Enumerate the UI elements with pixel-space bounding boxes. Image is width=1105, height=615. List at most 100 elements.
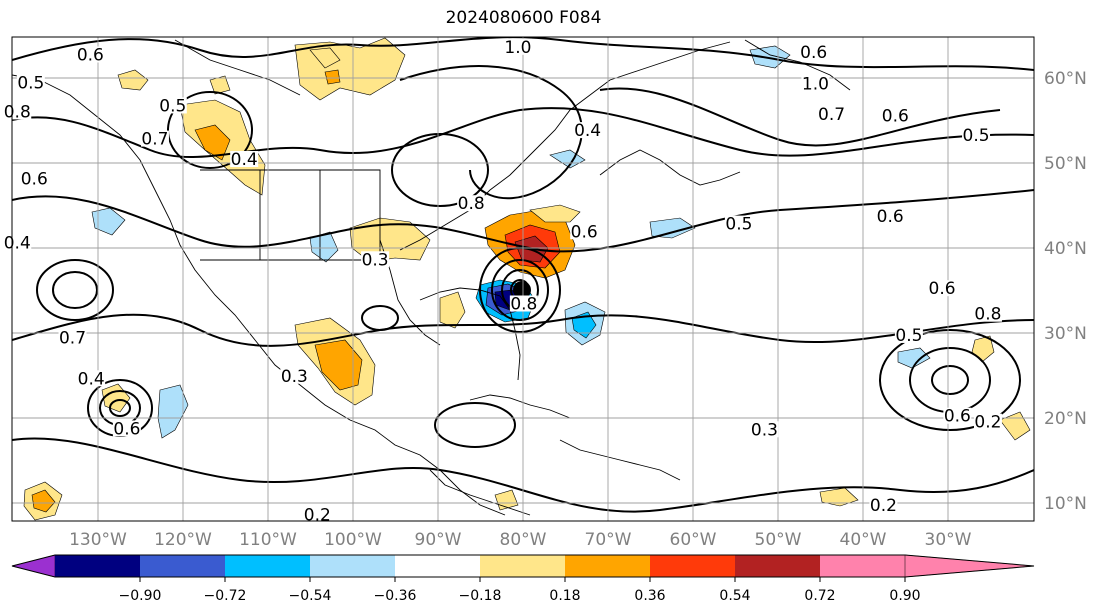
contour-label-bg xyxy=(58,329,87,346)
contour-label: 1.0 xyxy=(802,74,829,94)
contour-label: 0.5 xyxy=(895,326,922,346)
contour-label-bg xyxy=(869,496,898,513)
lat-label: 30°N xyxy=(1044,324,1087,344)
colorbar-segment xyxy=(395,555,480,577)
contour-label: 0.6 xyxy=(929,279,956,299)
colorbar-segment xyxy=(310,555,395,577)
contour-label: 0.3 xyxy=(751,420,778,440)
contour-label-bg xyxy=(457,195,486,212)
contour-label: 0.2 xyxy=(870,496,897,516)
contour-label: 0.5 xyxy=(17,74,44,94)
contour-label-bg xyxy=(881,107,910,124)
contour-label: 0.5 xyxy=(159,96,186,116)
contour-label: 0.4 xyxy=(231,150,258,170)
contour-labels: 1.0 0.6 0.5 0.8 0.5 0.7 0.4 0.6 0.4 0.7 0.4 0.6 0.3 0… xyxy=(3,38,1002,525)
colorbar: −0.90 −0.72 −0.54 −0.36 −0.18 0.18 0.36 … xyxy=(11,554,1035,604)
lat-label: 50°N xyxy=(1044,154,1087,174)
contour-label: 0.6 xyxy=(113,419,140,439)
contour-label: 0.5 xyxy=(963,126,990,146)
contour-label-bg xyxy=(361,251,390,268)
contour-label-bg xyxy=(230,151,259,167)
contour-label-bg xyxy=(503,38,532,55)
contour-label: 0.7 xyxy=(818,105,845,125)
contour-label-bg xyxy=(724,215,753,232)
contour-label: 0.6 xyxy=(77,45,104,65)
contour-label: 0.3 xyxy=(362,250,389,270)
contour-label: 0.8 xyxy=(458,194,485,214)
colorbar-tick-label: −0.36 xyxy=(374,588,417,604)
colorbar-segment xyxy=(55,555,140,577)
contour-label-bg xyxy=(509,295,538,312)
colorbar-segment xyxy=(650,555,735,577)
colorbar-tick-label: 0.54 xyxy=(719,588,750,604)
colorbar-segment xyxy=(225,555,310,577)
contour-label-bg xyxy=(303,506,332,523)
contour-label: 0.2 xyxy=(304,505,331,525)
contour-label: 0.6 xyxy=(944,407,971,427)
contour-label-bg xyxy=(943,407,972,424)
lon-label: 110°W xyxy=(239,530,297,550)
gridlines xyxy=(12,37,1034,521)
lon-label: 130°W xyxy=(69,530,127,550)
colorbar-segment xyxy=(565,555,650,577)
colorbar-tick-label: −0.54 xyxy=(289,588,332,604)
colorbar-tick-label: 0.90 xyxy=(889,588,920,604)
contour-label: 0.6 xyxy=(877,207,904,227)
lon-label: 70°W xyxy=(585,530,632,550)
colorbar-segment xyxy=(820,555,905,577)
contour-label-bg xyxy=(928,280,957,297)
contour-label: 0.4 xyxy=(4,233,31,253)
colorbar-extend-min xyxy=(11,554,56,578)
colorbar-tick-label: −0.18 xyxy=(459,588,502,604)
contour-label: 0.6 xyxy=(571,222,598,242)
contour-label-bg xyxy=(973,305,1002,322)
lon-label: 40°W xyxy=(840,530,887,550)
longitude-labels: 130°W 120°W 110°W 100°W 90°W 80°W 70°W 6… xyxy=(69,530,972,550)
lon-label: 30°W xyxy=(925,530,972,550)
lat-label: 60°N xyxy=(1044,69,1087,89)
contour-label-bg xyxy=(20,170,49,187)
contour-label-bg xyxy=(3,234,32,251)
coastlines xyxy=(12,39,851,516)
lat-label: 20°N xyxy=(1044,409,1087,429)
contour-label: 0.7 xyxy=(141,130,168,150)
contour-label-bg xyxy=(573,122,602,139)
contour-label-bg xyxy=(962,127,991,144)
colorbar-segment xyxy=(480,555,565,577)
contour-label-bg xyxy=(3,103,32,120)
contour-label-bg xyxy=(801,75,830,92)
contour-label: 0.8 xyxy=(4,102,31,122)
lon-label: 80°W xyxy=(500,530,547,550)
contour-label-bg xyxy=(16,74,45,91)
contour-label-bg xyxy=(876,207,905,224)
colorbar-tick-label: 0.36 xyxy=(634,588,665,604)
contour-label-bg xyxy=(140,130,169,147)
map-title: 2024080600 F084 xyxy=(445,8,602,28)
lon-label: 90°W xyxy=(415,530,462,550)
contour-label-bg xyxy=(799,43,828,60)
contour-label-bg xyxy=(570,223,599,240)
contour-label-bg xyxy=(77,370,106,387)
contour-label: 0.4 xyxy=(78,369,105,389)
contour-label: 1.0 xyxy=(504,38,531,58)
colorbar-tick-label: −0.72 xyxy=(204,588,247,604)
map-frame xyxy=(11,36,1035,522)
contour-label: 0.6 xyxy=(882,107,909,127)
contour-label-bg xyxy=(750,421,779,438)
colorbar-segment xyxy=(140,555,225,577)
contour-label: 0.2 xyxy=(974,413,1001,433)
lat-label: 40°N xyxy=(1044,239,1087,259)
anomaly-shading xyxy=(23,37,1031,521)
colorbar-tick-label: 0.72 xyxy=(804,588,835,604)
lon-label: 120°W xyxy=(154,530,212,550)
colorbar-tick-label: 0.18 xyxy=(549,588,580,604)
contour-label-bg xyxy=(76,46,105,63)
lon-label: 50°W xyxy=(755,530,802,550)
contour-label: 0.4 xyxy=(574,121,601,141)
contour-label: 0.5 xyxy=(725,215,752,235)
contour-label: 0.3 xyxy=(281,367,308,387)
contour-label: 0.6 xyxy=(800,43,827,63)
colorbar-extend-max xyxy=(904,554,1035,578)
contour-label: 0.8 xyxy=(510,295,537,315)
